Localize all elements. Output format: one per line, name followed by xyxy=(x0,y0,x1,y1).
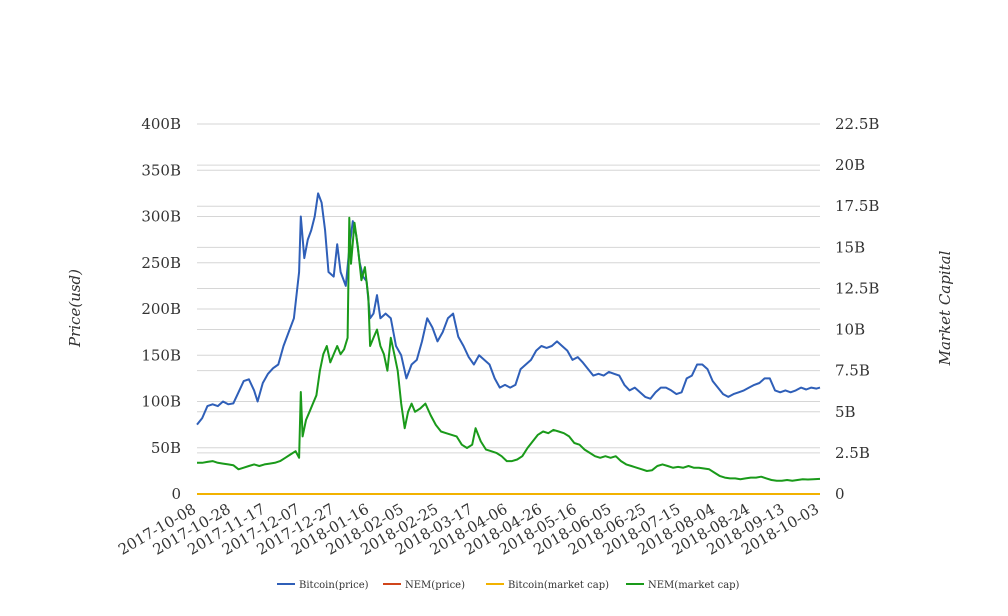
right-tick-label: 20B xyxy=(835,156,865,174)
right-tick-label: 22.5B xyxy=(835,115,879,133)
legend-label: NEM(price) xyxy=(405,580,465,591)
left-axis-title: Price(usd) xyxy=(66,269,84,348)
right-tick-label: 15B xyxy=(835,238,865,256)
left-tick-label: 200B xyxy=(141,300,181,318)
right-tick-label: 5B xyxy=(835,403,856,421)
legend-label: NEM(market cap) xyxy=(648,580,740,591)
right-tick-label: 10B xyxy=(835,321,865,339)
legend-label: Bitcoin(price) xyxy=(299,580,369,591)
x-axis-ticks: 2017-10-082017-10-282017-11-172017-12-07… xyxy=(115,500,822,559)
series-line-nem-market-cap xyxy=(197,216,821,482)
right-tick-label: 0 xyxy=(835,485,845,503)
series-line-bitcoin-price xyxy=(196,192,821,426)
legend: Bitcoin(price) NEM(price) Bitcoin(market c… xyxy=(277,580,740,591)
right-tick-label: 17.5B xyxy=(835,197,879,215)
left-tick-label: 100B xyxy=(141,393,181,411)
right-axis-ticks: 0 2.5B 5B 7.5B 10B 12.5B 15B 17.5B 20B 22.5B xyxy=(835,115,879,503)
right-tick-label: 12.5B xyxy=(835,279,879,297)
series-lines xyxy=(196,192,821,495)
left-tick-label: 250B xyxy=(141,254,181,272)
left-tick-label: 300B xyxy=(141,208,181,226)
left-tick-label: 50B xyxy=(151,439,181,457)
left-tick-label: 150B xyxy=(141,346,181,364)
legend-label: Bitcoin(market cap) xyxy=(508,580,609,591)
right-tick-label: 2.5B xyxy=(835,444,870,462)
right-axis-title: Market Capital xyxy=(936,250,954,366)
left-tick-label: 350B xyxy=(141,161,181,179)
right-tick-label: 7.5B xyxy=(835,362,870,380)
left-axis-ticks: 0 50B 100B 150B 200B 250B 300B 350B 400B xyxy=(141,115,181,503)
gridlines xyxy=(197,123,820,495)
left-tick-label: 400B xyxy=(141,115,181,133)
left-tick-label: 0 xyxy=(171,485,181,503)
